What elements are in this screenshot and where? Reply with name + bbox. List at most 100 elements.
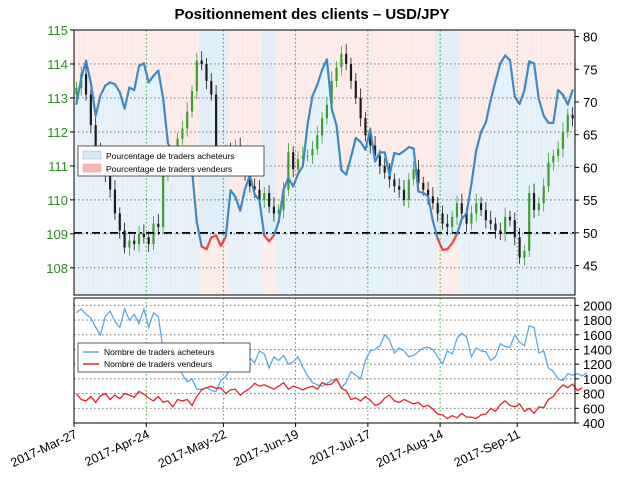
count-tick-label: 2000 bbox=[583, 298, 612, 313]
candle-body bbox=[566, 114, 569, 132]
sentiment-fill-band bbox=[570, 90, 576, 295]
price-tick-label: 110 bbox=[47, 193, 68, 208]
sentiment-fill-band bbox=[473, 30, 480, 151]
pct-line-segment bbox=[552, 89, 560, 125]
pct-line-segment bbox=[316, 68, 324, 87]
sentiment-fill-band bbox=[271, 235, 277, 295]
sentiment-fill-band bbox=[276, 30, 282, 222]
pct-line-segment bbox=[508, 58, 516, 98]
sentiment-fill-band bbox=[406, 30, 412, 148]
candle-body bbox=[378, 155, 381, 166]
pct-line-segment bbox=[248, 174, 256, 196]
sentiment-fill-band bbox=[512, 96, 518, 295]
sentiment-fill-band bbox=[565, 104, 571, 295]
candle-body bbox=[552, 155, 555, 163]
pct-line-segment bbox=[325, 58, 333, 110]
candle-body bbox=[354, 80, 357, 98]
candle-body bbox=[282, 189, 285, 211]
pct-line-segment bbox=[162, 96, 170, 145]
sentiment-fill-band bbox=[387, 175, 393, 295]
pct-line-segment bbox=[369, 128, 377, 163]
sentiment-fill-band bbox=[88, 83, 94, 295]
sentiment-fill-band bbox=[497, 30, 504, 64]
pct-tick-label: 55 bbox=[583, 193, 597, 208]
pct-line-segment bbox=[80, 59, 88, 80]
sentiment-fill-band bbox=[175, 160, 181, 295]
candle-body bbox=[523, 250, 526, 258]
pct-line-segment bbox=[460, 212, 468, 221]
pct-line-segment bbox=[147, 74, 155, 84]
candle-body bbox=[137, 233, 141, 245]
pct-tick-label: 50 bbox=[583, 226, 597, 241]
sentiment-fill-band bbox=[131, 90, 138, 295]
sentiment-fill-band bbox=[396, 154, 403, 295]
pct-line-segment bbox=[537, 98, 545, 117]
candle-body bbox=[157, 223, 160, 228]
candle-body bbox=[417, 169, 420, 183]
count-tick-label: 1000 bbox=[583, 372, 612, 387]
candle-body bbox=[321, 118, 324, 136]
sentiment-fill-band bbox=[237, 210, 244, 295]
sentiment-fill-band bbox=[179, 30, 186, 164]
pct-line-segment bbox=[479, 121, 487, 134]
candle-body bbox=[311, 148, 314, 156]
count-legend: Nombre de traders acheteurs Nombre de tra… bbox=[77, 342, 251, 373]
sentiment-fill-band bbox=[266, 241, 273, 295]
pct-line-segment bbox=[513, 95, 521, 106]
sentiment-fill-band bbox=[83, 60, 90, 296]
candle-body bbox=[349, 63, 353, 81]
pct-line-segment bbox=[484, 98, 492, 124]
pct-line-segment bbox=[99, 84, 107, 97]
sentiment-fill-band bbox=[507, 60, 513, 295]
sentiment-fill-band bbox=[271, 30, 277, 236]
pct-line-segment bbox=[451, 233, 459, 245]
candle-body bbox=[263, 193, 266, 200]
pct-line-segment bbox=[253, 193, 261, 202]
candle-body bbox=[190, 91, 194, 112]
candle-body bbox=[258, 189, 261, 200]
sentiment-fill-band bbox=[199, 30, 205, 247]
candle-body bbox=[181, 128, 184, 139]
sentiment-fill-band bbox=[232, 196, 239, 295]
candle-body bbox=[272, 206, 276, 214]
sentiment-fill-band bbox=[367, 129, 374, 295]
sentiment-fill-band bbox=[343, 174, 350, 295]
sentiment-fill-band bbox=[338, 170, 345, 295]
pct-line-segment bbox=[499, 54, 507, 65]
pct-line-segment bbox=[224, 189, 232, 238]
count-panel-frame bbox=[73, 297, 576, 424]
pct-line-segment bbox=[455, 217, 463, 236]
candle-body bbox=[123, 230, 126, 248]
sentiment-fill-band bbox=[237, 30, 244, 211]
sentiment-fill-band bbox=[146, 30, 152, 83]
sentiment-fill-band bbox=[102, 30, 109, 86]
pct-line-segment bbox=[263, 234, 271, 243]
candle-body bbox=[373, 145, 377, 156]
sentiment-fill-band bbox=[420, 192, 427, 295]
pct-tick-label: 45 bbox=[583, 259, 597, 274]
sentiment-fill-band bbox=[122, 108, 128, 295]
candle-body bbox=[537, 203, 540, 211]
candle-body bbox=[455, 203, 459, 217]
sentiment-fill-band bbox=[314, 84, 321, 296]
sentiment-fill-band bbox=[348, 30, 355, 157]
buyers-swatch bbox=[82, 150, 102, 160]
sentiment-fill-band bbox=[305, 124, 311, 295]
sentiment-fill-band bbox=[122, 30, 128, 109]
sentiment-fill-band bbox=[208, 237, 215, 295]
candle-body bbox=[109, 176, 112, 190]
pct-line-segment bbox=[388, 151, 396, 177]
sentiment-fill-band bbox=[488, 100, 494, 295]
sentiment-fill-band bbox=[396, 30, 403, 155]
price-sentiment-panel: 108 109 110 111 112 113 114 115 45 50 55 60 65 70 75 80 bbox=[46, 23, 597, 296]
sentiment-fill-band bbox=[252, 30, 258, 195]
sentiment-fill-band bbox=[459, 219, 465, 295]
sentiment-fill-band bbox=[107, 30, 114, 83]
legend-box bbox=[77, 145, 265, 177]
sentiment-fill-band bbox=[512, 30, 518, 97]
pct-line-segment bbox=[282, 176, 290, 191]
pct-line-segment bbox=[345, 155, 353, 176]
pct-tick-label: 75 bbox=[583, 62, 597, 77]
sentiment-fill-band bbox=[488, 30, 494, 101]
